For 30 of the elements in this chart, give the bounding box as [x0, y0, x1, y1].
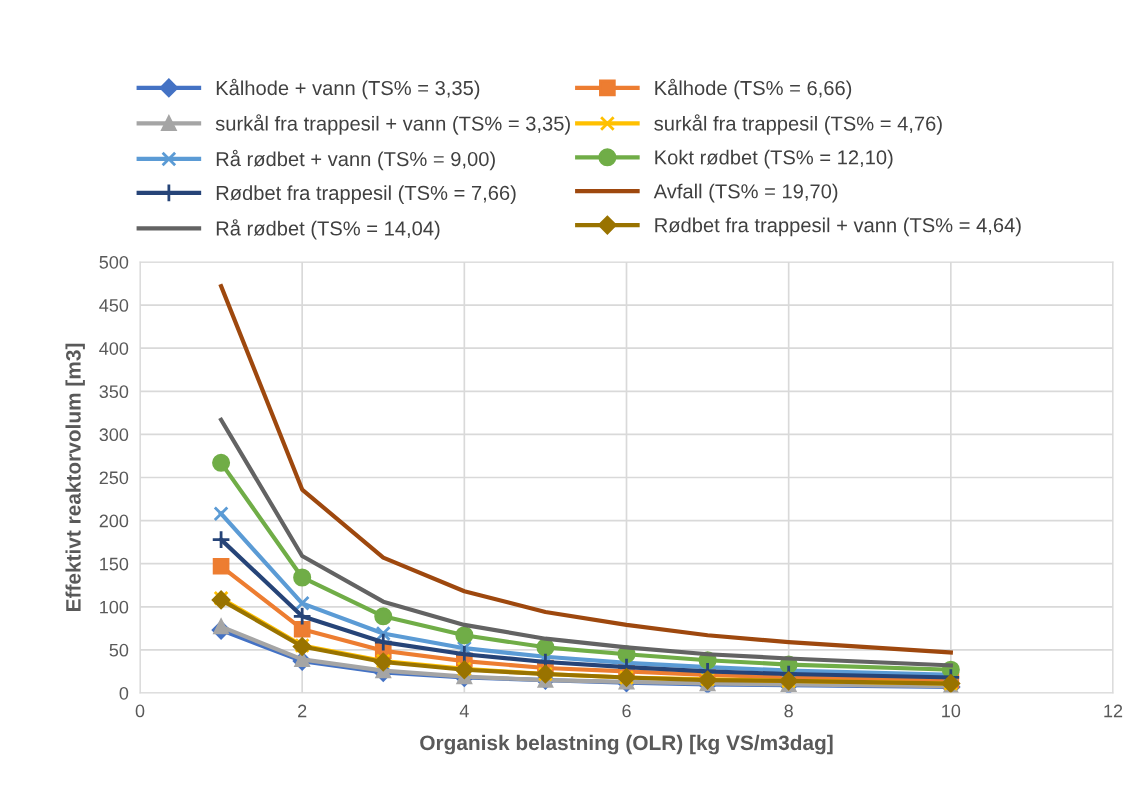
legend-label: surkål fra trappesil + vann (TS% = 3,35) — [215, 114, 570, 135]
legend-label: Rødbet fra trappesil (TS% = 7,66) — [216, 185, 516, 205]
y-tick-label: 350 — [99, 385, 129, 399]
x-tick-label: 8 — [784, 704, 793, 718]
y-tick-label: 50 — [109, 643, 129, 657]
legend-label: Rødbet fra trappesil + vann (TS% = 4,64) — [655, 217, 1021, 237]
y-tick-label: 450 — [99, 299, 129, 312]
legend-label: surkål fra trappesil (TS% = 4,76) — [654, 114, 942, 135]
legend-label: Rå rødbet (TS% = 14,04) — [216, 219, 440, 240]
x-tick-label: 2 — [298, 704, 307, 718]
x-tick-label: 10 — [942, 704, 961, 718]
x-tick-label: 12 — [1104, 704, 1123, 718]
y-axis-title: Effektivt reaktorvolum [m3] — [65, 343, 85, 611]
legend-label: Rå rødbet + vann (TS% = 9,00) — [216, 149, 495, 171]
y-tick-label: 200 — [99, 514, 129, 528]
x-tick-label: 4 — [459, 704, 469, 718]
y-tick-label: 250 — [99, 471, 129, 485]
legend-label: Kålhode (TS% = 6,66) — [655, 78, 852, 100]
y-tick-label: 400 — [99, 342, 129, 355]
y-tick-label: 0 — [119, 686, 129, 700]
legend-label: Kokt rødbet (TS% = 12,10) — [655, 149, 893, 169]
x-tick-label: 0 — [135, 704, 145, 718]
y-tick-label: 300 — [99, 428, 129, 442]
legend-label: Kålhode + vann (TS% = 3,35) — [216, 78, 480, 100]
x-tick-label: 6 — [622, 704, 631, 718]
legend-label: Avfall (TS% = 19,70) — [653, 183, 838, 203]
y-tick-label: 500 — [99, 255, 129, 269]
x-axis-title: Organisk belastning (OLR) [kg VS/m3dag] — [420, 734, 833, 755]
y-tick-label: 150 — [100, 557, 129, 571]
y-tick-label: 100 — [100, 600, 129, 614]
